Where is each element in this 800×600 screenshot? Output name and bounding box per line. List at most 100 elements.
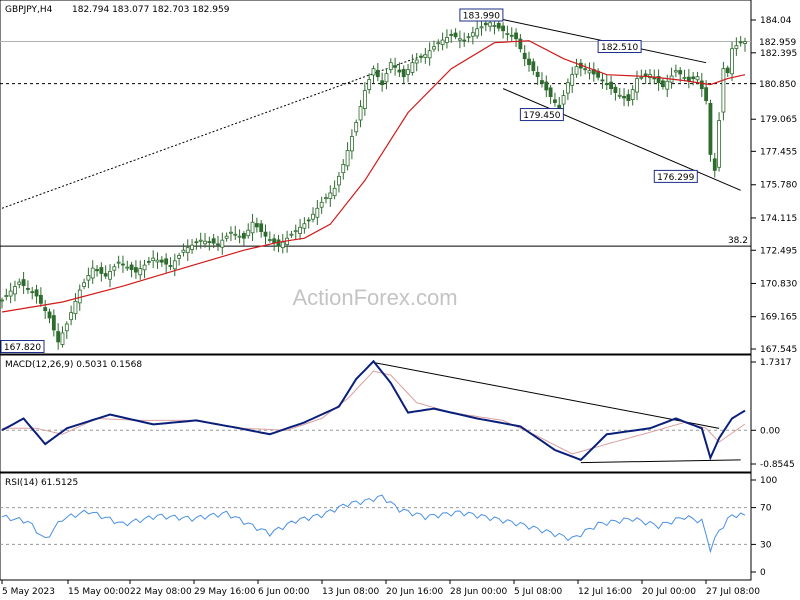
time-axis: 5 May 2023 15 May 00:00 22 May 08:00 29 May… xyxy=(1,580,760,597)
macd-signal-line xyxy=(2,370,746,455)
time-axis-label: 5 Jul 08:00 xyxy=(514,587,563,597)
candle-body xyxy=(419,55,423,58)
candle-body xyxy=(26,288,30,290)
candle-body xyxy=(211,238,216,244)
candle-body xyxy=(639,76,644,79)
long-dashed-trendline xyxy=(1,54,426,209)
price-axis-label: 179.065 xyxy=(760,115,797,125)
candle-body xyxy=(514,32,518,40)
candle-body xyxy=(159,259,164,263)
candle-body xyxy=(345,150,350,167)
price-axis-label: 169.165 xyxy=(760,313,797,323)
time-axis-label: 29 May 16:00 xyxy=(194,587,256,597)
time-axis-label: 20 Jul 00:00 xyxy=(642,587,696,597)
candle-body xyxy=(691,76,696,80)
candle-body xyxy=(30,291,35,294)
macd-title: MACD(12,26,9) 0.5031 0.1568 xyxy=(5,360,142,370)
price-annotation-label: 183.990 xyxy=(463,11,500,21)
price-annotation-box xyxy=(653,169,698,183)
candle-body xyxy=(38,294,43,304)
candle-body xyxy=(341,164,346,174)
candle-body xyxy=(414,59,419,64)
candle-body xyxy=(388,62,393,71)
candle-body xyxy=(4,295,9,297)
price-axis-label: 174.115 xyxy=(760,214,797,224)
candle-body xyxy=(103,273,108,277)
candle-body xyxy=(164,258,169,265)
candle-body xyxy=(354,122,359,133)
candle-body xyxy=(324,197,328,200)
rsi-axis-label: 0 xyxy=(760,568,766,578)
current-price-tag: 182.959 xyxy=(759,38,796,48)
candle-body xyxy=(367,79,372,90)
candle-body xyxy=(151,257,156,262)
candle-body xyxy=(479,26,484,29)
candle-body xyxy=(146,260,151,263)
candle-body xyxy=(699,80,704,90)
fib-label: 38.2 xyxy=(728,236,748,246)
upper-channel-line xyxy=(490,16,707,64)
candle-body xyxy=(656,76,661,84)
price-axis-label: 177.455 xyxy=(760,147,797,157)
candle-body xyxy=(406,69,410,75)
candle-body xyxy=(397,69,402,73)
candle-body xyxy=(220,239,225,248)
price-candles xyxy=(0,15,747,350)
candle-body xyxy=(293,230,298,233)
time-axis-label: 22 May 08:00 xyxy=(130,587,192,597)
candle-body xyxy=(630,89,635,100)
price-axis-label: 172.495 xyxy=(760,246,797,256)
candle-body xyxy=(466,36,471,39)
candle-body xyxy=(112,266,117,271)
candle-body xyxy=(8,290,13,297)
candle-body xyxy=(609,81,613,90)
candle-body xyxy=(721,68,726,113)
candle-body xyxy=(121,263,125,266)
time-axis-label: 15 May 00:00 xyxy=(68,587,130,597)
candle-body xyxy=(47,311,52,319)
candle-body xyxy=(216,243,220,246)
candle-body xyxy=(743,41,747,44)
candle-body xyxy=(725,67,730,74)
time-axis-label: 12 Jul 16:00 xyxy=(578,587,632,597)
candle-body xyxy=(432,46,436,50)
candle-body xyxy=(561,95,566,105)
candle-body xyxy=(181,249,186,253)
rsi-panel-frame xyxy=(0,472,752,581)
candle-body xyxy=(371,68,376,76)
candle-body xyxy=(82,282,86,287)
candle-body xyxy=(544,81,549,91)
candle-body xyxy=(315,207,320,218)
time-axis-label: 20 Jun 16:00 xyxy=(386,587,443,597)
candle-body xyxy=(734,45,739,49)
candle-body xyxy=(95,269,99,272)
moving-average xyxy=(1,40,746,313)
candle-body xyxy=(393,65,398,68)
candle-body xyxy=(475,28,480,37)
candle-body xyxy=(272,238,277,244)
price-annotation-label: 182.510 xyxy=(601,43,638,53)
candle-body xyxy=(462,39,467,42)
candle-body xyxy=(298,226,302,234)
candle-body xyxy=(64,323,69,332)
candle-body xyxy=(587,70,592,74)
symbol-title: GBPJPY,H4 xyxy=(5,5,53,15)
price-axis: 184.04 182.395 180.850 179.065 177.455 175.78… xyxy=(751,16,798,355)
price-panel-frame xyxy=(0,0,752,355)
candle-body xyxy=(185,247,190,254)
candle-body xyxy=(427,50,432,59)
time-axis-label: 27 Jul 08:00 xyxy=(706,587,760,597)
watermark: ActionForex.com xyxy=(292,285,457,310)
candle-body xyxy=(254,223,259,228)
candle-body xyxy=(613,86,618,94)
price-annotation-label: 179.450 xyxy=(523,111,560,121)
ohlc-readout: 182.794 183.077 182.703 182.959 xyxy=(72,5,230,15)
candle-body xyxy=(155,259,160,263)
candle-body xyxy=(302,223,307,229)
rsi-axis-label: 100 xyxy=(760,476,777,486)
price-annotation-box xyxy=(519,108,564,122)
candle-body xyxy=(626,94,631,101)
candle-body xyxy=(509,34,514,37)
level-price-tag: 180.850 xyxy=(759,80,796,90)
